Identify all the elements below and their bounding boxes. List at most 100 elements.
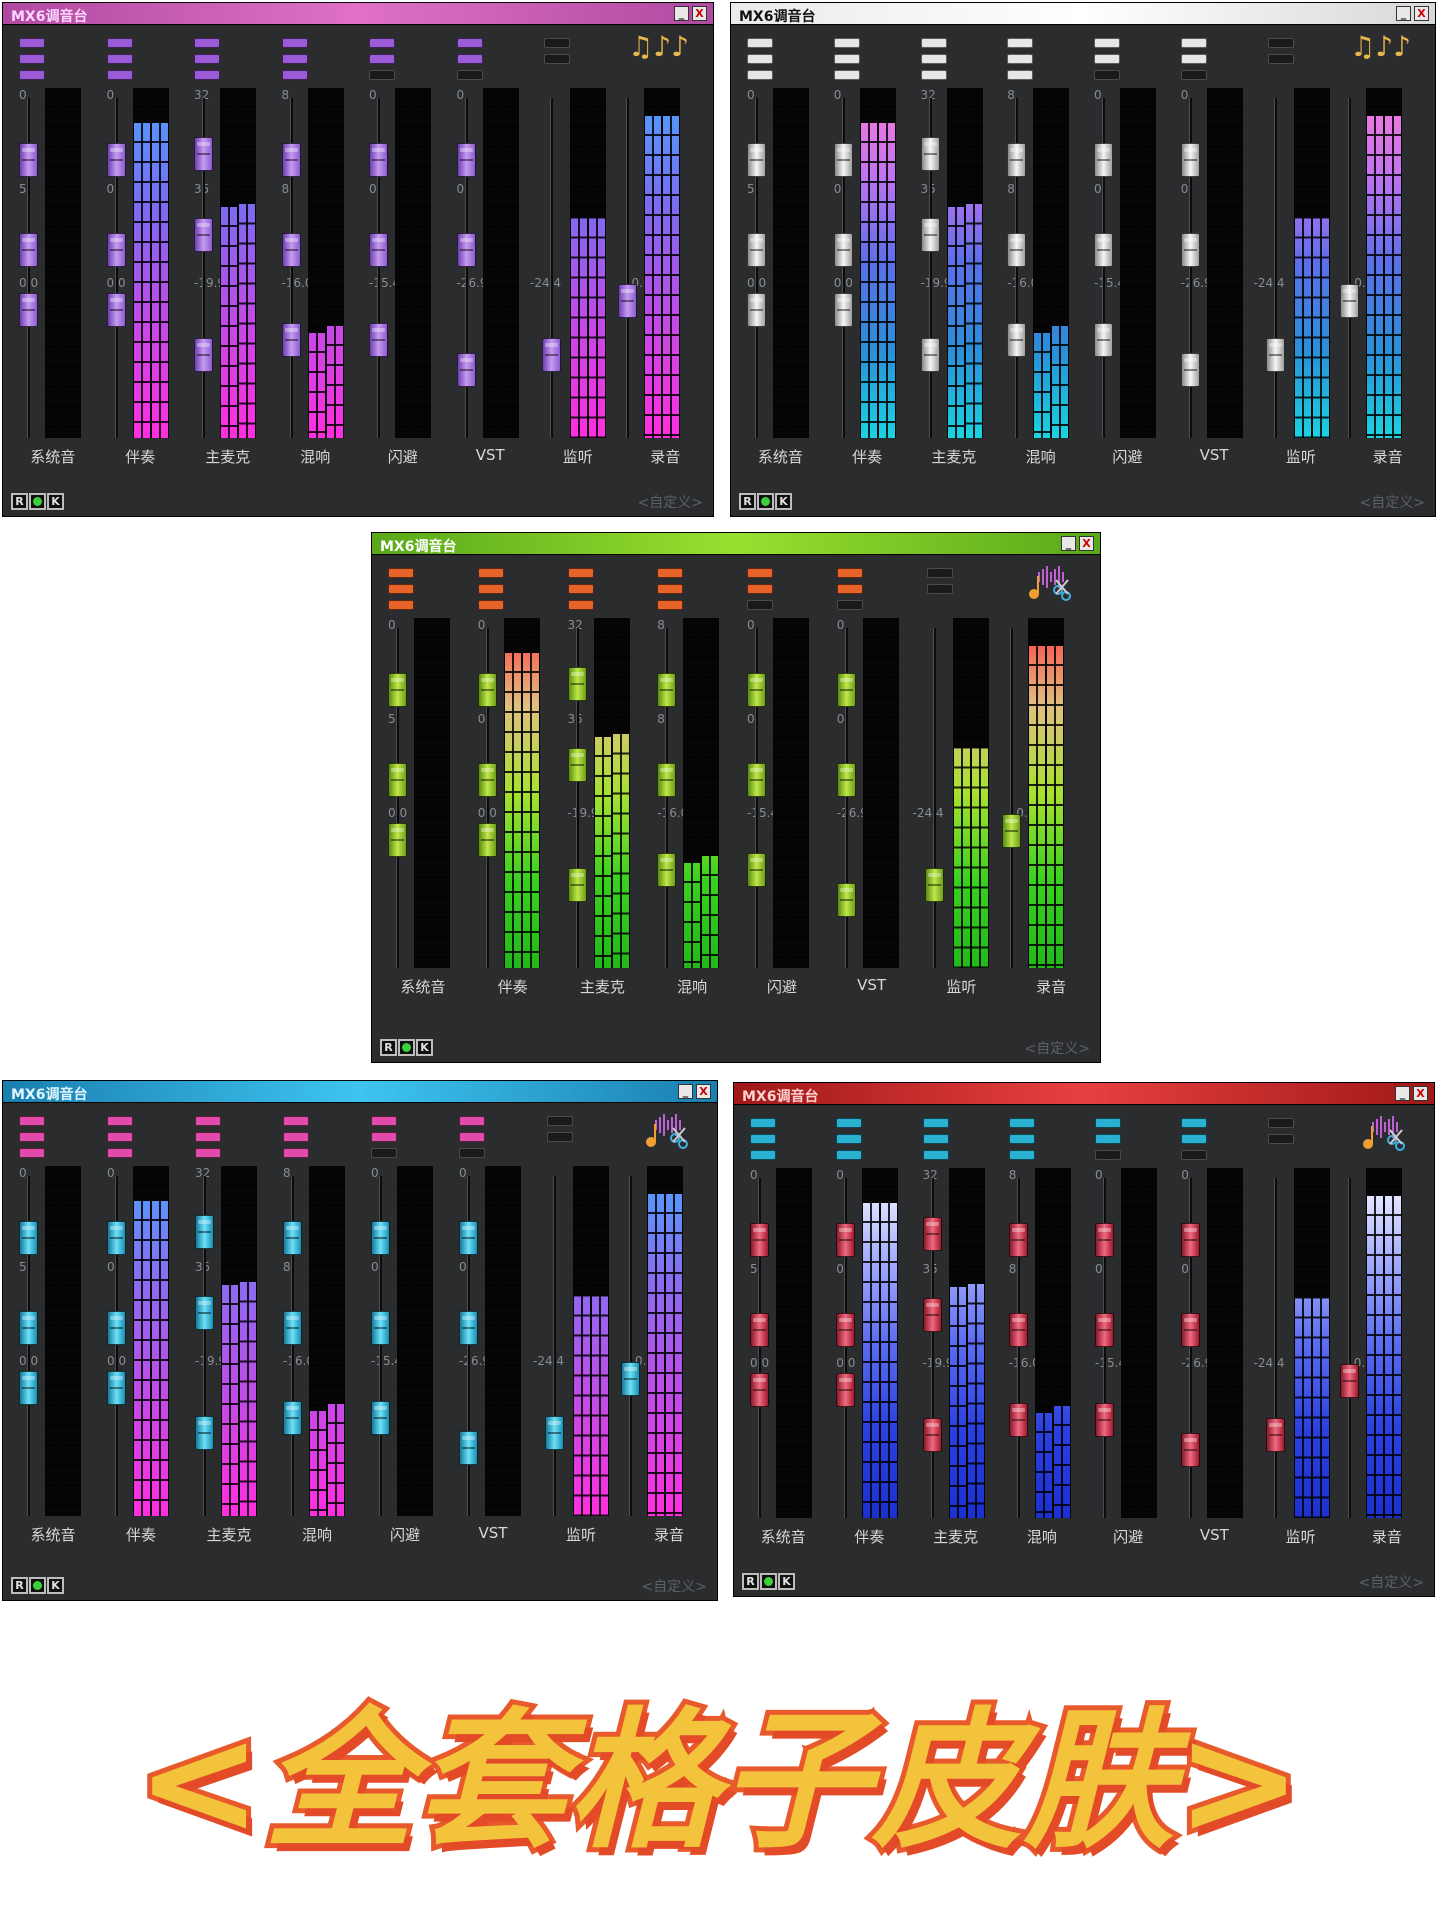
fader-knob[interactable] [459,1221,478,1255]
channel-toggle-button[interactable] [836,1134,863,1144]
k-button[interactable]: K [775,493,792,510]
channel-toggle-button[interactable] [747,70,773,80]
channel-toggle-button[interactable] [369,38,395,48]
channel-toggle-button[interactable] [1180,70,1207,80]
channel-toggle-button[interactable] [459,1132,485,1142]
channel-toggle-button[interactable] [836,1150,863,1160]
channel-toggle-button[interactable] [19,1116,45,1126]
green-dot-button[interactable] [29,493,46,510]
channel-toggle-button[interactable] [195,1116,221,1126]
fader-knob[interactable] [1180,143,1200,177]
fader-knob[interactable] [922,1217,942,1251]
fader-knob[interactable] [750,1223,769,1257]
channel-toggle-button[interactable] [194,38,220,48]
title-bar[interactable]: MX6调音台 _ X [3,1081,717,1103]
channel-toggle-button[interactable] [388,568,414,578]
channel-toggle-button[interactable] [836,1118,863,1128]
channel-toggle-button[interactable] [19,54,45,64]
channel-toggle-button[interactable] [19,38,45,48]
channel-toggle-button[interactable] [1095,1118,1121,1128]
fader-knob[interactable] [195,1296,214,1330]
title-bar[interactable]: MX6调音台 _ X [734,1083,1434,1105]
channel-toggle-button[interactable] [456,38,483,48]
fader-knob[interactable] [1265,1418,1285,1452]
channel-toggle-button[interactable] [19,70,45,80]
fader-knob[interactable] [283,1311,302,1345]
custom-link[interactable]: <自定义> [1359,495,1425,511]
fader-knob[interactable] [833,293,853,327]
fader-knob[interactable] [371,1311,390,1345]
channel-toggle-button[interactable] [833,54,860,64]
channel-toggle-button[interactable] [283,1148,309,1158]
channel-toggle-button[interactable] [1007,54,1034,64]
fader-knob[interactable] [567,868,587,902]
channel-toggle-button[interactable] [19,1132,45,1142]
close-button[interactable]: X [1079,536,1094,551]
k-button[interactable]: K [778,1573,795,1590]
audio-edit-icon[interactable] [1024,562,1072,602]
channel-toggle-button[interactable] [747,600,773,610]
channel-toggle-button[interactable] [194,70,220,80]
fader-knob[interactable] [195,1416,214,1450]
channel-toggle-button[interactable] [926,568,953,578]
title-bar[interactable]: MX6调音台 _ X [731,3,1435,25]
fader-knob[interactable] [281,323,301,357]
channel-toggle-button[interactable] [657,600,684,610]
close-button[interactable]: X [696,1084,711,1099]
fader-knob[interactable] [456,233,476,267]
channel-toggle-button[interactable] [1181,1118,1208,1128]
channel-toggle-button[interactable] [106,70,133,80]
fader-knob[interactable] [750,1313,769,1347]
fader-knob[interactable] [477,823,497,857]
channel-toggle-button[interactable] [657,584,684,594]
channel-toggle-button[interactable] [547,1132,573,1142]
r-button[interactable]: R [380,1039,397,1056]
r-button[interactable]: R [739,493,756,510]
fader-knob[interactable] [281,233,301,267]
channel-toggle-button[interactable] [1094,54,1120,64]
title-bar[interactable]: MX6调音台 _ X [372,533,1100,555]
fader-knob[interactable] [567,667,587,701]
channel-toggle-button[interactable] [833,70,860,80]
fader-knob[interactable] [922,1418,942,1452]
r-button[interactable]: R [11,493,28,510]
channel-toggle-button[interactable] [747,584,773,594]
fader-knob[interactable] [920,218,940,252]
fader-knob[interactable] [107,1371,126,1405]
channel-toggle-button[interactable] [1007,38,1034,48]
channel-toggle-button[interactable] [477,600,504,610]
green-dot-button[interactable] [398,1039,415,1056]
channel-toggle-button[interactable] [194,54,220,64]
music-notes-icon[interactable]: ♫♪♪ [1350,30,1411,63]
channel-toggle-button[interactable] [833,38,860,48]
fader-knob[interactable] [920,338,940,372]
custom-link[interactable]: <自定义> [641,1579,707,1595]
channel-toggle-button[interactable] [456,54,483,64]
fader-knob[interactable] [1181,1313,1201,1347]
fader-knob[interactable] [657,673,677,707]
channel-toggle-button[interactable] [388,600,414,610]
fader-knob[interactable] [388,823,407,857]
custom-link[interactable]: <自定义> [637,495,703,511]
channel-toggle-button[interactable] [1180,38,1207,48]
fader-knob[interactable] [1007,143,1027,177]
fader-knob[interactable] [1008,1223,1028,1257]
channel-toggle-button[interactable] [107,1116,133,1126]
custom-link[interactable]: <自定义> [1024,1041,1090,1057]
channel-toggle-button[interactable] [477,568,504,578]
fader-knob[interactable] [19,1221,38,1255]
channel-toggle-button[interactable] [1095,1134,1121,1144]
fader-knob[interactable] [107,1221,126,1255]
fader-knob[interactable] [1265,338,1285,372]
fader-knob[interactable] [833,143,853,177]
channel-toggle-button[interactable] [1181,1134,1208,1144]
fader-knob[interactable] [194,338,213,372]
k-button[interactable]: K [47,1577,64,1594]
audio-edit-icon[interactable] [641,1110,689,1150]
fader-knob[interactable] [477,763,497,797]
channel-toggle-button[interactable] [281,70,308,80]
fader-knob[interactable] [459,1431,478,1465]
fader-knob[interactable] [106,233,126,267]
fader-knob[interactable] [836,1223,856,1257]
fader-knob[interactable] [657,853,677,887]
